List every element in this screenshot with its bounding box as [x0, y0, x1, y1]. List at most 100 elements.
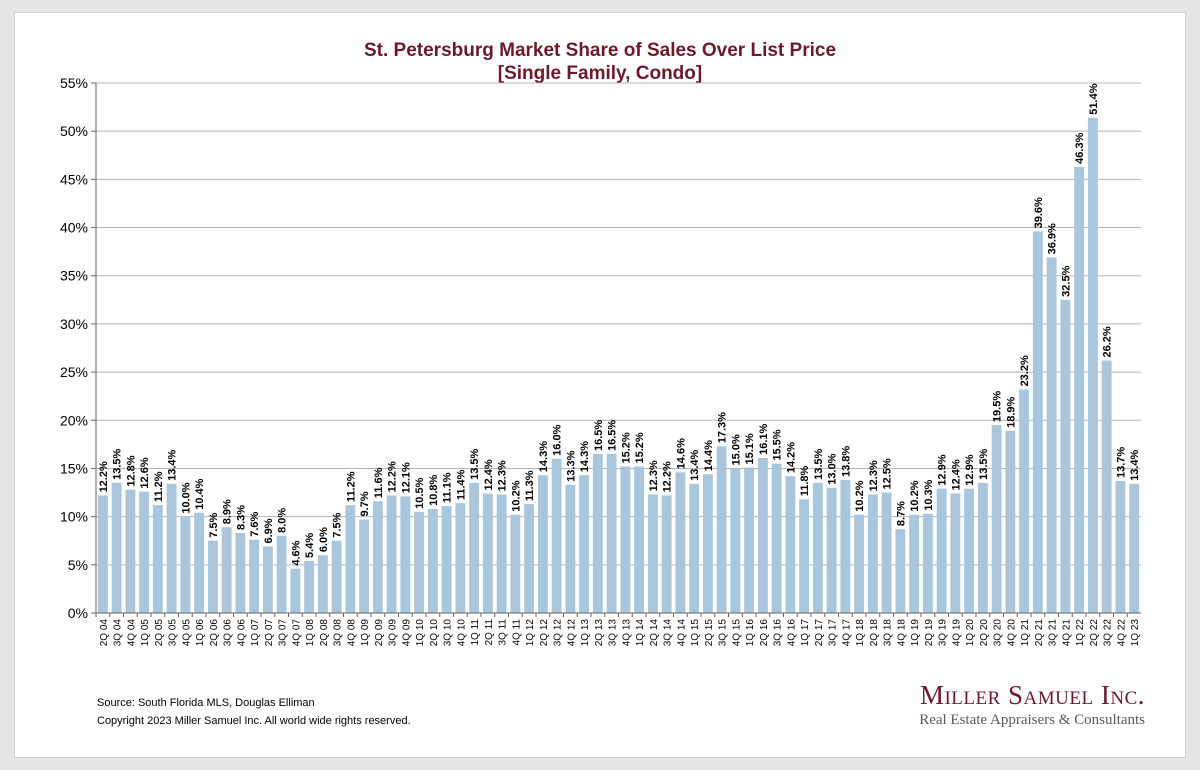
bar	[771, 463, 782, 613]
value-label: 7.5%	[332, 512, 344, 537]
bar	[400, 496, 411, 613]
value-label: 8.7%	[895, 501, 907, 526]
x-tick-label: 1Q 19	[910, 619, 921, 647]
bar	[441, 506, 452, 613]
value-label: 19.5%	[992, 391, 1004, 422]
bar	[469, 482, 480, 613]
x-tick-label: 2Q 06	[209, 619, 220, 647]
x-tick-label: 1Q 15	[690, 619, 701, 647]
x-tick-label: 3Q 04	[113, 619, 124, 647]
x-axis-ticks: 2Q 04 3Q 04 4Q 04 1Q 05 2Q 05 3Q 05 4Q 05 1Q 06…	[95, 613, 1141, 647]
chart-title: St. Petersburg Market Share of Sales Ove…	[363, 40, 837, 61]
x-tick-label: 3Q 22	[1103, 619, 1114, 647]
bar	[812, 482, 823, 613]
value-label: 23.2%	[1019, 355, 1031, 386]
value-label: 12.9%	[964, 454, 976, 485]
value-label: 9.7%	[359, 491, 371, 516]
x-tick-label: 2Q 17	[814, 619, 825, 647]
y-tick-label: 50%	[60, 123, 88, 139]
value-label: 16.5%	[593, 420, 605, 451]
x-tick-label: 1Q 17	[800, 619, 811, 647]
copyright-note: Copyright 2023 Miller Samuel Inc. All wo…	[97, 715, 411, 727]
x-tick-label: 3Q 08	[333, 619, 344, 647]
value-label: 13.4%	[1129, 449, 1141, 480]
bar	[345, 505, 356, 613]
x-tick-label: 2Q 10	[429, 619, 440, 647]
bar	[496, 494, 507, 613]
x-tick-label: 2Q 21	[1034, 619, 1045, 647]
bar	[634, 466, 645, 613]
x-tick-label: 4Q 16	[786, 619, 797, 647]
value-label: 10.2%	[510, 480, 522, 511]
bar-chart: 0% 5% 10% 15% 20% 25% 30% 35% 40% 45% 50% 55% 12.2%…	[60, 75, 1141, 647]
value-label: 4.6%	[290, 540, 302, 565]
bar	[317, 555, 328, 613]
bar	[1115, 480, 1126, 613]
bar	[1005, 430, 1016, 613]
x-tick-label: 2Q 13	[594, 619, 605, 647]
source-note: Source: South Florida MLS, Douglas Ellim…	[97, 697, 315, 709]
x-tick-label: 2Q 12	[539, 619, 550, 647]
x-tick-label: 1Q 18	[855, 619, 866, 647]
x-tick-label: 2Q 11	[484, 619, 495, 646]
bar	[427, 508, 438, 613]
bar	[606, 454, 617, 613]
value-label: 11.2%	[345, 471, 357, 502]
y-tick-label: 15%	[60, 460, 88, 476]
bar	[964, 488, 975, 613]
bar	[1046, 257, 1057, 613]
bar	[524, 504, 535, 613]
bar	[936, 488, 947, 613]
y-tick-label: 0%	[68, 605, 88, 621]
value-label: 11.3%	[524, 470, 536, 501]
x-tick-label: 2Q 05	[154, 619, 165, 647]
value-label: 10.2%	[854, 480, 866, 511]
bar	[909, 514, 920, 613]
bar	[565, 484, 576, 613]
bar	[180, 516, 191, 613]
x-tick-label: 4Q 12	[566, 619, 577, 647]
y-tick-label: 55%	[60, 75, 88, 91]
value-label: 17.3%	[717, 412, 729, 443]
company-logo: Miller Samuel Inc. Real Estate Appraiser…	[919, 681, 1145, 729]
x-tick-label: 3Q 20	[993, 619, 1004, 647]
x-tick-label: 4Q 08	[346, 619, 357, 647]
bar	[592, 454, 603, 613]
value-label: 39.6%	[1033, 197, 1045, 228]
y-tick-label: 5%	[68, 557, 88, 573]
x-tick-label: 4Q 04	[126, 619, 137, 647]
bar	[455, 503, 466, 613]
bars	[97, 117, 1140, 613]
bar	[207, 540, 218, 613]
x-tick-label: 4Q 21	[1061, 619, 1072, 647]
bar	[551, 458, 562, 613]
x-tick-label: 1Q 06	[195, 619, 206, 647]
value-label: 13.8%	[840, 446, 852, 477]
x-tick-label: 2Q 18	[869, 619, 880, 647]
x-tick-label: 1Q 11	[470, 619, 481, 646]
value-label: 12.5%	[882, 458, 894, 489]
bar	[579, 475, 590, 613]
x-tick-label: 1Q 20	[965, 619, 976, 647]
bar	[111, 482, 122, 613]
value-label: 14.2%	[785, 442, 797, 473]
x-tick-label: 3Q 18	[883, 619, 894, 647]
value-label: 12.9%	[937, 454, 949, 485]
bar	[1129, 483, 1140, 613]
bar	[840, 480, 851, 613]
logo-tagline: Real Estate Appraisers & Consultants	[919, 712, 1145, 728]
value-label: 10.2%	[909, 480, 921, 511]
x-tick-label: 1Q 12	[525, 619, 536, 647]
bar	[744, 467, 755, 613]
x-tick-label: 1Q 08	[305, 619, 316, 647]
bar	[702, 474, 713, 613]
x-tick-label: 1Q 21	[1020, 619, 1031, 647]
x-tick-label: 2Q 07	[264, 619, 275, 647]
bar	[386, 495, 397, 613]
bar	[125, 489, 136, 613]
x-tick-label: 2Q 04	[99, 619, 110, 647]
bar	[922, 513, 933, 613]
x-tick-label: 1Q 23	[1130, 619, 1141, 647]
bar	[139, 491, 150, 613]
chart-title-block: St. Petersburg Market Share of Sales Ove…	[15, 39, 1185, 85]
